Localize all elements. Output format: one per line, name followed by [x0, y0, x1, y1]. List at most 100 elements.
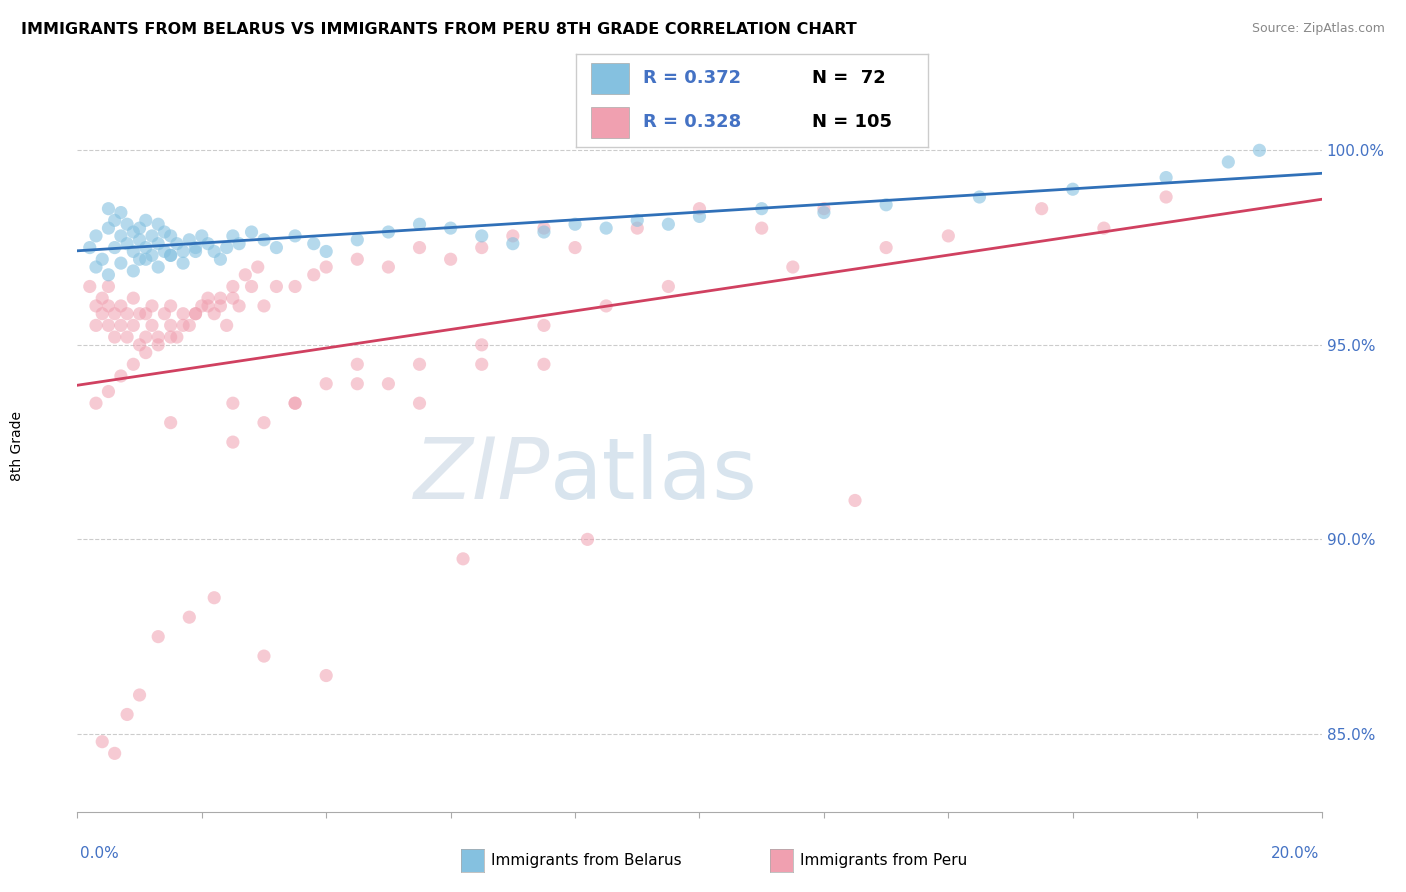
- Point: [104, 213, 127, 227]
- Point: [135, 330, 157, 344]
- Point: [128, 233, 150, 247]
- Point: [228, 236, 250, 251]
- Point: [104, 307, 127, 321]
- Point: [284, 279, 307, 293]
- Point: [197, 236, 219, 251]
- Point: [408, 396, 430, 410]
- Text: ZIP: ZIP: [413, 434, 550, 516]
- Point: [222, 291, 245, 305]
- Point: [246, 260, 269, 274]
- Point: [240, 279, 263, 293]
- Point: [84, 260, 107, 274]
- Point: [128, 338, 150, 352]
- Point: [153, 225, 176, 239]
- Point: [97, 221, 120, 235]
- Point: [179, 610, 201, 624]
- Point: [91, 291, 114, 305]
- Point: [346, 233, 368, 247]
- Point: [875, 198, 897, 212]
- Point: [377, 260, 399, 274]
- Point: [122, 244, 145, 259]
- Point: [172, 244, 194, 259]
- Point: [938, 228, 960, 243]
- Point: [110, 368, 132, 383]
- Point: [115, 217, 138, 231]
- Point: [97, 384, 120, 399]
- Text: 20.0%: 20.0%: [1271, 846, 1319, 861]
- Point: [315, 376, 337, 391]
- Point: [184, 307, 207, 321]
- Point: [284, 228, 307, 243]
- Point: [184, 241, 207, 255]
- Point: [84, 228, 107, 243]
- Point: [1031, 202, 1053, 216]
- Point: [233, 268, 256, 282]
- Point: [110, 228, 132, 243]
- Point: [202, 244, 225, 259]
- Point: [148, 217, 170, 231]
- Point: [202, 591, 225, 605]
- Point: [751, 221, 773, 235]
- Point: [346, 357, 368, 371]
- Point: [533, 357, 555, 371]
- Point: [128, 221, 150, 235]
- Point: [172, 307, 194, 321]
- Point: [346, 252, 368, 267]
- Text: 0.0%: 0.0%: [80, 846, 120, 861]
- Point: [128, 307, 150, 321]
- Point: [969, 190, 991, 204]
- Point: [302, 268, 325, 282]
- Point: [209, 299, 232, 313]
- Point: [79, 241, 101, 255]
- Point: [408, 357, 430, 371]
- Point: [813, 202, 835, 216]
- Point: [564, 217, 586, 231]
- Point: [346, 376, 368, 391]
- Point: [1154, 170, 1177, 185]
- Point: [209, 291, 232, 305]
- Point: [253, 416, 276, 430]
- Point: [110, 256, 132, 270]
- Point: [159, 248, 181, 262]
- Point: [184, 244, 207, 259]
- Point: [408, 217, 430, 231]
- Point: [222, 279, 245, 293]
- Point: [159, 330, 181, 344]
- Point: [79, 279, 101, 293]
- Point: [128, 252, 150, 267]
- Point: [159, 416, 181, 430]
- Point: [266, 279, 288, 293]
- Point: [135, 213, 157, 227]
- Point: [533, 221, 555, 235]
- Point: [253, 299, 276, 313]
- Point: [1092, 221, 1115, 235]
- Point: [141, 228, 163, 243]
- Point: [148, 338, 170, 352]
- Point: [626, 221, 648, 235]
- Point: [122, 225, 145, 239]
- Point: [141, 248, 163, 262]
- Point: [84, 299, 107, 313]
- Point: [148, 630, 170, 644]
- Point: [689, 202, 711, 216]
- Point: [284, 396, 307, 410]
- Point: [97, 279, 120, 293]
- Point: [440, 252, 463, 267]
- Point: [110, 205, 132, 219]
- Point: [104, 241, 127, 255]
- Point: [97, 268, 120, 282]
- Point: [97, 202, 120, 216]
- Point: [153, 307, 176, 321]
- Point: [751, 202, 773, 216]
- Point: [253, 649, 276, 664]
- Point: [153, 244, 176, 259]
- Point: [315, 244, 337, 259]
- Point: [202, 307, 225, 321]
- Point: [215, 318, 238, 333]
- Text: N = 105: N = 105: [813, 113, 891, 131]
- Point: [813, 205, 835, 219]
- Point: [1218, 155, 1240, 169]
- Point: [159, 299, 181, 313]
- Point: [97, 299, 120, 313]
- Point: [159, 318, 181, 333]
